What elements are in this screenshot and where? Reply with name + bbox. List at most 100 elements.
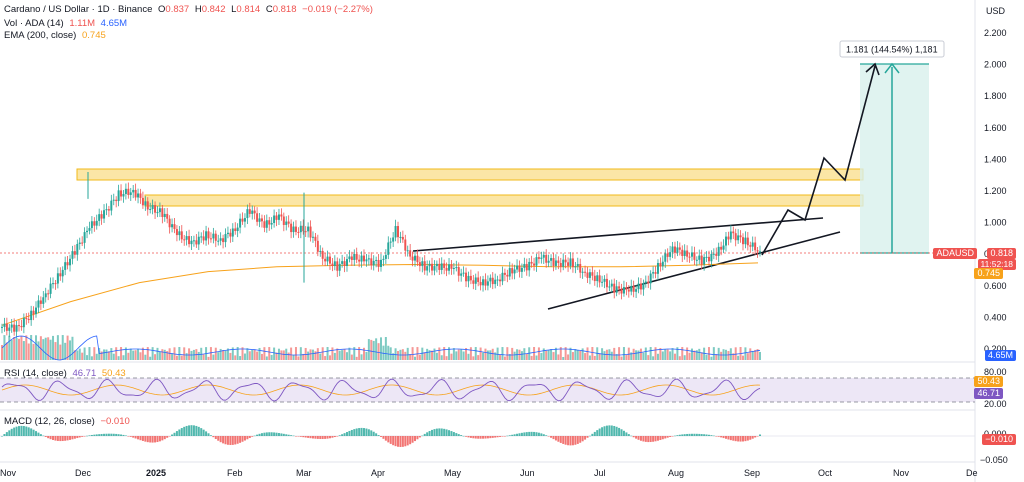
candle-body <box>751 242 754 247</box>
volume-bar <box>83 347 86 360</box>
volume-bar <box>154 354 157 360</box>
candle-body <box>370 258 373 266</box>
candle-body <box>545 254 548 263</box>
volume-bar <box>144 354 147 360</box>
candle-body <box>137 193 140 198</box>
volume-bar <box>156 347 159 360</box>
symbol-legend[interactable]: Cardano / US Dollar · 1D · Binance O0.83… <box>4 4 376 16</box>
volume-legend[interactable]: Vol · ADA (14) 1.11M 4.65M <box>4 18 130 30</box>
candle-body <box>438 263 441 270</box>
volume-bar <box>715 354 718 360</box>
macd-bar <box>54 436 57 441</box>
volume-bar <box>324 356 327 360</box>
candle-body <box>673 246 676 253</box>
candle-body <box>630 285 633 292</box>
macd-bar <box>380 436 382 437</box>
candle-body <box>749 245 752 247</box>
volume-bar <box>61 335 64 360</box>
candle-body <box>683 250 686 256</box>
macd-bar <box>275 432 278 436</box>
volume-bar <box>263 347 266 360</box>
macd-bar <box>729 436 732 441</box>
macd-bar <box>214 436 217 440</box>
candle-body <box>350 256 353 260</box>
macd-bar <box>360 427 363 436</box>
volume-bar <box>635 350 638 360</box>
volume-bar <box>448 347 451 360</box>
candle-body <box>341 261 344 264</box>
macd-legend[interactable]: MACD (12, 26, close) −0.010 <box>4 416 133 428</box>
candle-body <box>435 263 438 267</box>
macd-bar <box>83 436 86 437</box>
volume-bar <box>365 351 368 360</box>
macd-bar <box>243 436 246 441</box>
rsi-level-20: 20.00 <box>984 399 1007 409</box>
macd-bar <box>144 436 147 442</box>
macd-bar <box>132 436 135 438</box>
volume-bar <box>209 347 212 360</box>
macd-bar <box>477 436 480 439</box>
volume-bar <box>462 351 465 360</box>
volume-bar <box>557 354 560 360</box>
rsi-value-a: 46.71 <box>72 368 97 379</box>
volume-bar <box>411 347 414 360</box>
volume-bar <box>345 352 348 360</box>
macd-bar <box>209 435 212 436</box>
close-value: 0.818 <box>272 4 297 15</box>
price-tick: 1.200 <box>984 186 1007 196</box>
candle-body <box>627 289 630 292</box>
volume-bar <box>44 337 47 360</box>
volume-bar <box>511 347 514 360</box>
volume-bar <box>632 348 635 360</box>
macd-bar <box>654 436 657 442</box>
macd-bar <box>251 436 254 437</box>
candle-body <box>246 209 249 219</box>
volume-bar <box>741 355 744 360</box>
rsi-legend[interactable]: RSI (14, close) 46.71 50.43 <box>4 368 129 380</box>
volume-bar <box>644 347 647 360</box>
candle-body <box>59 273 62 277</box>
volume-bar <box>18 338 21 360</box>
volume-bar <box>392 353 395 360</box>
candle-body <box>540 257 543 259</box>
macd-bar <box>584 436 587 440</box>
macd-bar <box>1 436 3 437</box>
candle-body <box>302 225 305 232</box>
volume-bar <box>579 350 582 360</box>
macd-bar <box>576 436 579 444</box>
macd-bar <box>66 436 69 441</box>
time-tick: Apr <box>371 468 385 478</box>
macd-bar <box>618 427 621 436</box>
candle-body <box>205 231 208 241</box>
volume-bar <box>397 351 400 360</box>
ema-legend[interactable]: EMA (200, close) 0.745 <box>4 30 109 42</box>
macd-bar <box>246 436 249 440</box>
candle-body <box>693 252 696 260</box>
volume-bar <box>314 351 317 360</box>
macd-bar <box>25 426 28 436</box>
macd-bar <box>358 428 361 436</box>
macd-bar <box>302 436 305 438</box>
volume-bar <box>613 347 616 360</box>
candle-body <box>139 193 142 198</box>
candle-body <box>377 259 380 268</box>
volume-bar <box>343 348 346 360</box>
candle-body <box>236 227 239 232</box>
volume-bar <box>294 347 297 360</box>
candle-body <box>639 283 642 290</box>
candle-body <box>406 250 409 252</box>
macd-bar <box>649 436 652 443</box>
volume-bar <box>248 351 251 360</box>
low-value: 0.814 <box>236 4 261 15</box>
macd-bar <box>56 436 59 441</box>
candle-body <box>10 324 13 328</box>
macd-bar <box>234 436 237 445</box>
candle-body <box>76 243 79 255</box>
candle-body <box>688 256 691 258</box>
volume-bar <box>666 349 669 360</box>
volume-bar <box>418 354 421 360</box>
macd-bar <box>656 436 659 441</box>
candle-body <box>178 231 181 236</box>
candle-body <box>282 216 285 225</box>
candle-body <box>506 274 509 277</box>
